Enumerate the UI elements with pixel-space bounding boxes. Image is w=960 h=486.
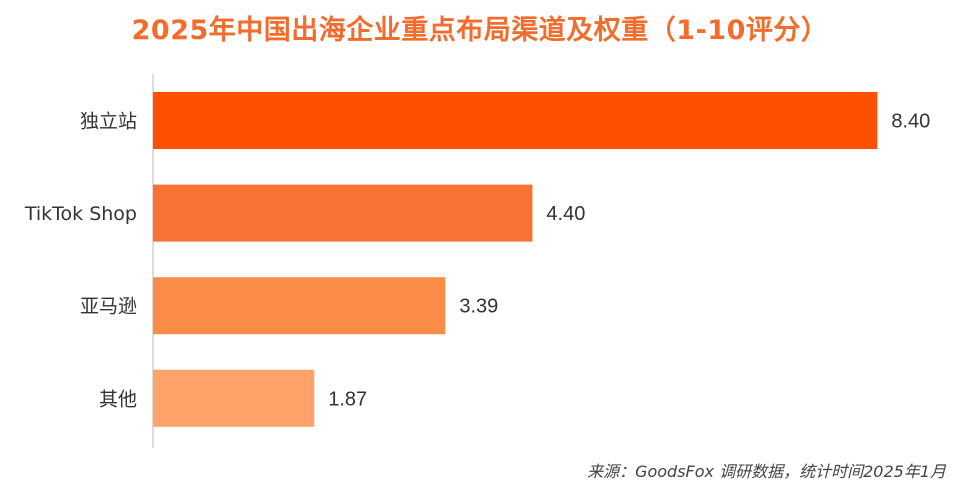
value-label: 3.39	[459, 296, 498, 318]
bar	[153, 277, 446, 335]
category-label: 其他	[99, 388, 137, 410]
category-label: 亚马逊	[80, 296, 137, 318]
source-note: 来源：GoodsFox 调研数据，统计时间2025年1月	[587, 462, 946, 481]
bar	[153, 369, 315, 427]
chart-title: 2025年中国出海企业重点布局渠道及权重（1-10评分）	[131, 15, 829, 46]
value-label: 4.40	[546, 203, 585, 225]
category-label: TikTok Shop	[24, 203, 137, 225]
bar	[153, 92, 878, 149]
bar	[153, 184, 533, 242]
category-label: 独立站	[80, 111, 137, 133]
value-label: 8.40	[891, 111, 930, 133]
value-label: 1.87	[328, 388, 367, 410]
